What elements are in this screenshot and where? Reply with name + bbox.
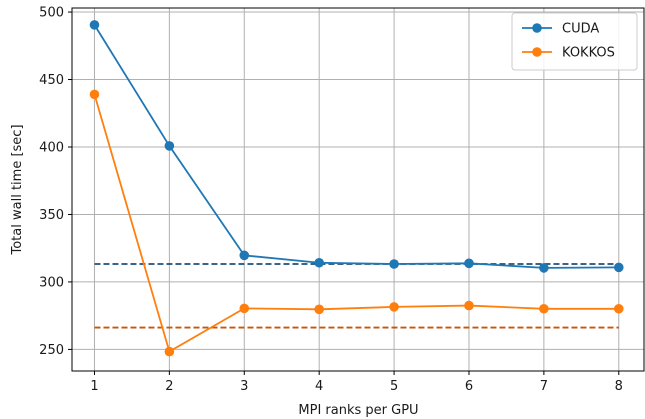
x-tick-label: 4 [315,379,323,394]
legend-marker [532,47,542,57]
data-point [613,303,624,314]
y-tick-label: 350 [39,208,64,223]
legend-label: KOKKOS [562,46,615,61]
x-tick-label: 3 [240,379,248,394]
legend: CUDA KOKKOS [511,12,638,71]
x-tick-label: 7 [540,379,548,394]
data-series [89,20,624,357]
data-point [314,304,324,315]
legend-marker [532,23,542,33]
data-point [239,250,250,261]
x-tick-label: 8 [615,379,623,394]
y-tick-label: 500 [39,6,64,21]
y-axis-label: Total wall time [sec] [10,124,25,255]
axis-ticks: 1 2 3 4 5 6 7 8 250 300 350 400 450 500 [39,6,623,394]
data-point [239,303,250,314]
x-axis-label: MPI ranks per GPU [298,403,418,418]
data-point [464,300,474,311]
y-tick-label: 450 [39,73,64,88]
data-point [389,259,399,269]
x-tick-label: 6 [465,379,473,394]
series-line [93,24,619,269]
plot-area-frame [71,7,645,372]
data-point [164,346,175,357]
y-tick-label: 300 [39,275,64,290]
y-tick-label: 250 [39,343,64,358]
x-tick-label: 1 [90,379,98,394]
legend-label: CUDA [562,22,599,37]
data-point [539,303,549,314]
y-tick-label: 400 [39,140,64,155]
x-tick-label: 2 [165,379,173,394]
data-point [464,258,474,269]
data-point [613,262,624,273]
data-point [164,141,175,151]
data-point [314,257,324,268]
data-point [539,263,549,273]
data-point [89,20,100,30]
data-point [389,302,399,312]
x-tick-label: 5 [390,379,398,394]
series-line [93,94,619,353]
data-point [89,89,100,100]
